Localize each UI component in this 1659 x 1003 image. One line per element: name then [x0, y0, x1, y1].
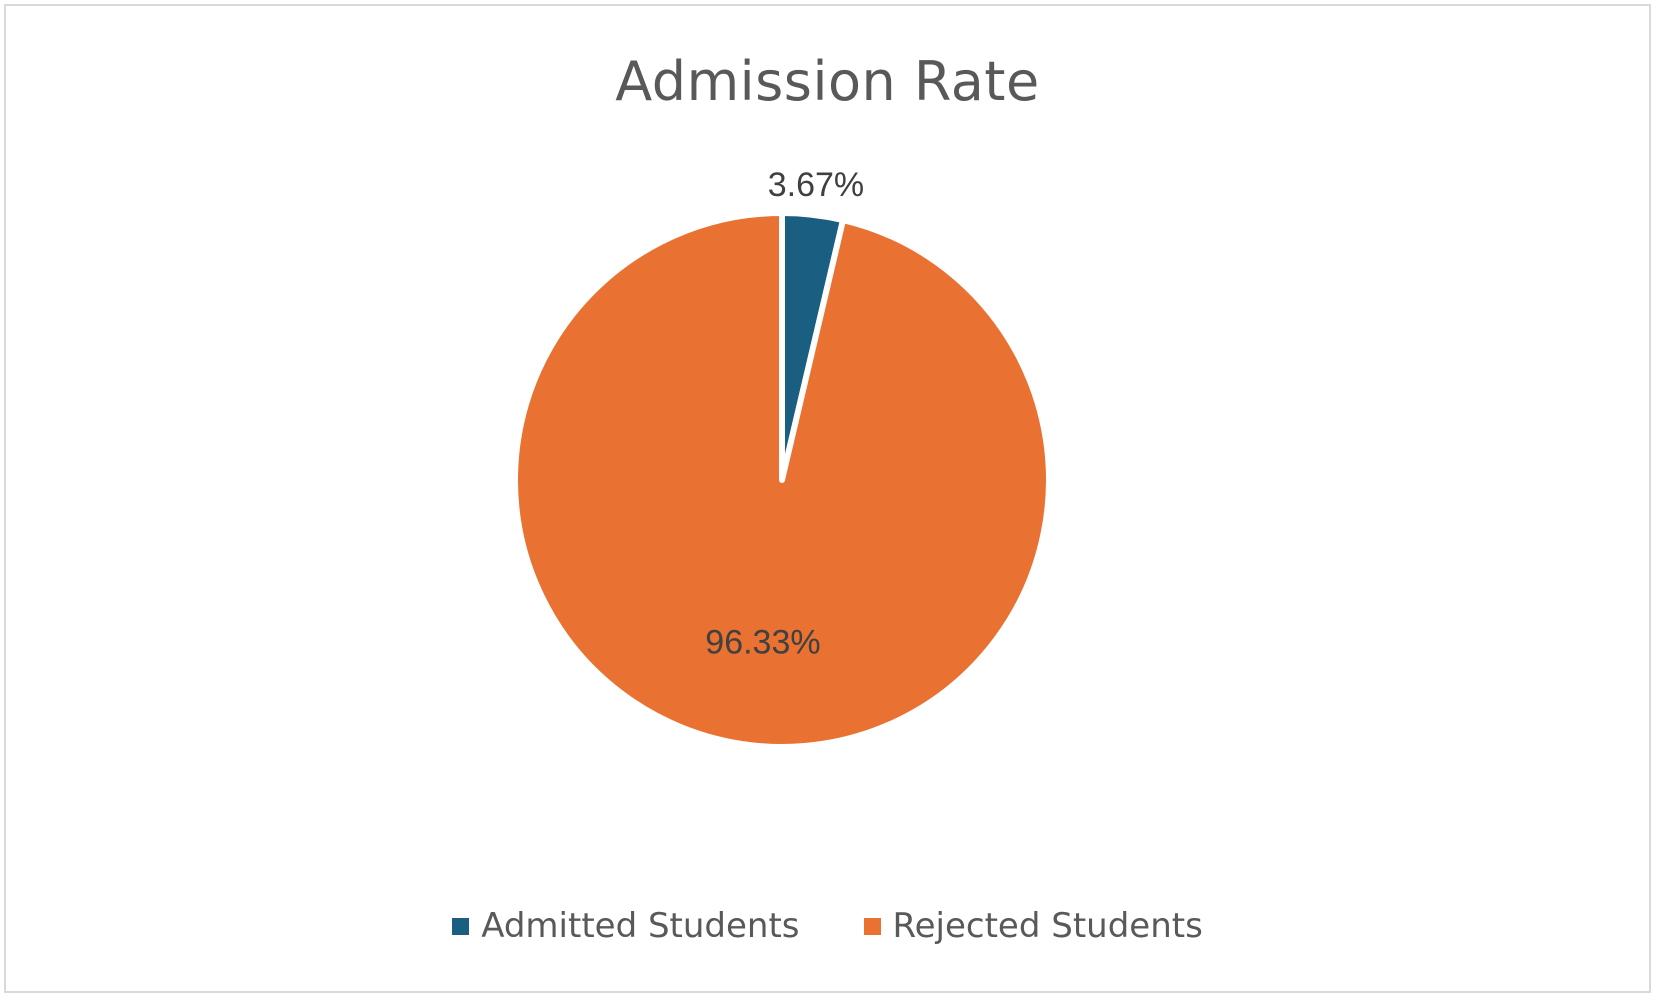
legend-swatch-admitted: [452, 917, 470, 935]
data-label-admitted-students: 3.67%: [768, 166, 864, 204]
pie-data-labels: 3.67% 96.33%: [705, 166, 864, 661]
legend-swatch-rejected: [863, 917, 881, 935]
legend-label-admitted: Admitted Students: [481, 906, 800, 946]
pie-chart: 3.67% 96.33%: [512, 166, 1052, 750]
legend-item-admitted: Admitted Students: [452, 906, 800, 946]
legend-item-rejected: Rejected Students: [863, 906, 1203, 946]
chart-title: Admission Rate: [615, 50, 1040, 113]
pie-slice-rejected-students: [512, 210, 1052, 750]
chart-legend: Admitted Students Rejected Students: [6, 906, 1649, 946]
legend-label-rejected: Rejected Students: [892, 906, 1203, 946]
chart-frame: Admission Rate 3.67% 96.33% Admitted Stud…: [4, 4, 1651, 993]
pie-slices: [512, 210, 1052, 750]
data-label-rejected-students: 96.33%: [705, 623, 820, 661]
